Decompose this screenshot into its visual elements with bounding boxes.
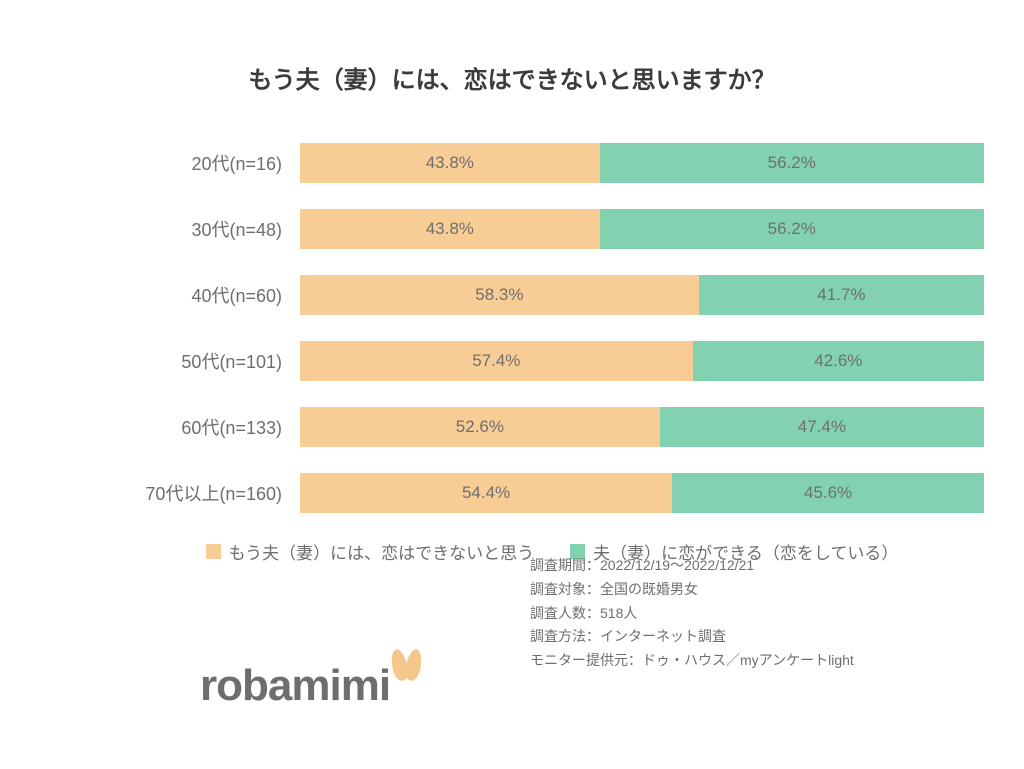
y-axis-label: 60代(n=133) bbox=[40, 414, 300, 440]
bar-segment-2: 47.4% bbox=[660, 407, 984, 447]
bar-segment-1: 58.3% bbox=[300, 275, 699, 315]
bar-track: 43.8%56.2% bbox=[300, 143, 984, 183]
bar-segment-2: 41.7% bbox=[699, 275, 984, 315]
bar-track: 57.4%42.6% bbox=[300, 341, 984, 381]
bar-segment-1: 52.6% bbox=[300, 407, 660, 447]
y-axis-label: 40代(n=60) bbox=[40, 282, 300, 308]
bar-track: 54.4%45.6% bbox=[300, 473, 984, 513]
bar-track: 52.6%47.4% bbox=[300, 407, 984, 447]
meta-method: 調査方法：インターネット調査 bbox=[530, 625, 854, 649]
logo-ears-icon bbox=[392, 649, 426, 689]
bar-segment-1: 43.8% bbox=[300, 209, 600, 249]
logo: robamimi bbox=[200, 649, 426, 711]
bar-segment-2: 56.2% bbox=[600, 143, 984, 183]
bar-segment-1: 57.4% bbox=[300, 341, 693, 381]
meta-provider: モニター提供元：ドゥ・ハウス／myアンケートlight bbox=[530, 649, 854, 673]
bar-segment-2: 56.2% bbox=[600, 209, 984, 249]
chart-title: もう夫（妻）には、恋はできないと思いますか？ bbox=[40, 60, 984, 95]
logo-text: robamimi bbox=[200, 661, 390, 711]
bar-track: 43.8%56.2% bbox=[300, 209, 984, 249]
bar-segment-1: 43.8% bbox=[300, 143, 600, 183]
chart-row: 40代(n=60)58.3%41.7% bbox=[40, 275, 984, 315]
y-axis-label: 50代(n=101) bbox=[40, 348, 300, 374]
chart-row: 30代(n=48)43.8%56.2% bbox=[40, 209, 984, 249]
chart-row: 50代(n=101)57.4%42.6% bbox=[40, 341, 984, 381]
meta-target: 調査対象：全国の既婚男女 bbox=[530, 578, 854, 602]
bar-segment-2: 45.6% bbox=[672, 473, 984, 513]
survey-meta: 調査期間：2022/12/19〜2022/12/21 調査対象：全国の既婚男女 … bbox=[530, 554, 854, 673]
legend-swatch-1 bbox=[206, 544, 221, 559]
chart-row: 20代(n=16)43.8%56.2% bbox=[40, 143, 984, 183]
meta-period: 調査期間：2022/12/19〜2022/12/21 bbox=[530, 554, 854, 578]
y-axis-label: 70代以上(n=160) bbox=[40, 480, 300, 506]
y-axis-label: 30代(n=48) bbox=[40, 216, 300, 242]
chart-row: 70代以上(n=160)54.4%45.6% bbox=[40, 473, 984, 513]
ear-right-icon bbox=[403, 648, 424, 682]
bar-segment-1: 54.4% bbox=[300, 473, 672, 513]
legend-label-1: もう夫（妻）には、恋はできないと思う bbox=[229, 539, 535, 564]
bar-segment-2: 42.6% bbox=[693, 341, 984, 381]
chart-row: 60代(n=133)52.6%47.4% bbox=[40, 407, 984, 447]
meta-count: 調査人数：518人 bbox=[530, 602, 854, 626]
footer: robamimi 調査期間：2022/12/19〜2022/12/21 調査対象… bbox=[0, 649, 1024, 711]
bar-track: 58.3%41.7% bbox=[300, 275, 984, 315]
legend-item-1: もう夫（妻）には、恋はできないと思う bbox=[206, 539, 535, 564]
stacked-bar-chart: 20代(n=16)43.8%56.2%30代(n=48)43.8%56.2%40… bbox=[40, 143, 984, 513]
y-axis-label: 20代(n=16) bbox=[40, 150, 300, 176]
page: もう夫（妻）には、恋はできないと思いますか？ 20代(n=16)43.8%56.… bbox=[0, 0, 1024, 769]
